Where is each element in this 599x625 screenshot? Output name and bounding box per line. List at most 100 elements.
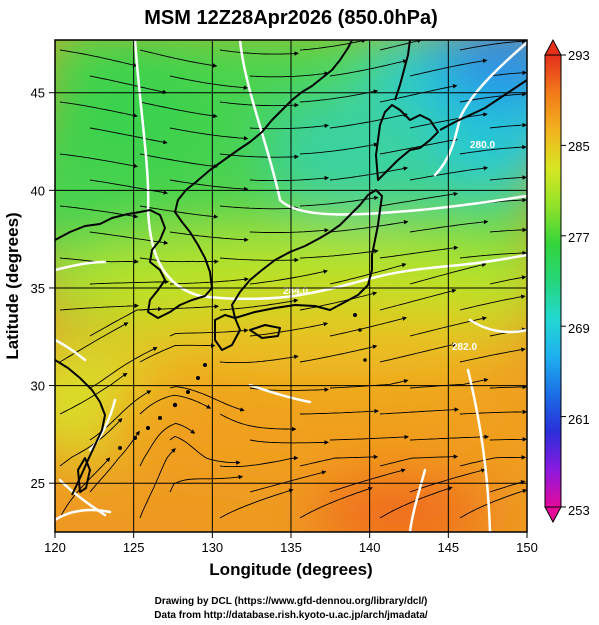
colorbar-arrow-down-icon [544, 506, 562, 524]
streamline-arrow-icon [249, 321, 329, 337]
streamline-arrow-icon [59, 322, 129, 363]
x-tick-label: 150 [516, 540, 538, 555]
streamline-arrow-icon [169, 179, 249, 192]
streamline-arrow-icon [89, 75, 168, 95]
colorbar-label: 277 [568, 230, 590, 245]
streamline-arrow-icon [89, 279, 170, 285]
streamline-arrow-icon [489, 437, 527, 442]
streamline-arrow-icon [219, 49, 299, 56]
streamline-arrow-icon [329, 59, 408, 77]
streamline-arrow-icon [139, 422, 196, 467]
streamline-arrow-icon [139, 205, 219, 219]
contour-label: 284.0 [283, 286, 308, 297]
streamline-arrow-icon [459, 294, 526, 311]
footer-credit: Drawing by DCL (https://www.gfd-dennou.o… [155, 596, 428, 607]
footer-source: Data from http://database.rish.kyoto-u.a… [154, 610, 428, 621]
temperature-field [55, 40, 527, 532]
streamline-arrow-icon [219, 455, 299, 468]
streamline-arrow-icon [249, 71, 329, 78]
streamline-arrow-icon [299, 40, 367, 51]
streamline-arrow-icon [299, 291, 378, 311]
colorbar-label: 269 [568, 321, 590, 336]
streamline-arrow-icon [219, 257, 300, 263]
streamline-arrow-icon [329, 316, 407, 337]
streamline-arrow-icon [489, 384, 527, 390]
streamline-arrow-icon [300, 408, 380, 415]
streamline-arrow-icon [139, 448, 176, 519]
streamline-arrow-icon [329, 112, 408, 129]
streamline-arrow-icon [139, 343, 216, 363]
streamline-arrow-icon [59, 303, 140, 311]
contour-line [363, 253, 527, 282]
streamline-arrow-icon [169, 436, 241, 465]
streamline-arrow-icon [409, 468, 486, 493]
coastline-kyushu [214, 314, 241, 351]
x-tick-label: 135 [280, 540, 302, 555]
streamline-arrow-icon [249, 269, 328, 285]
contour-line [55, 508, 112, 522]
streamline-arrow-icon [299, 454, 379, 467]
contour-line [133, 40, 367, 301]
streamline-arrow-icon [489, 275, 527, 285]
colorbar-label: 293 [568, 48, 590, 63]
temperature-contours [55, 40, 527, 532]
streamline-arrow-icon [299, 344, 378, 363]
streamline-arrow-icon [379, 137, 458, 155]
contour-line [466, 368, 492, 532]
streamline-arrow-icon [329, 468, 406, 493]
streamline-arrow-icon [489, 70, 527, 77]
contour-line [88, 398, 117, 452]
streamline-arrow-icon [299, 89, 379, 103]
streamline-arrow-icon [299, 142, 379, 155]
streamline-arrow-icon [459, 144, 527, 155]
coastline-taiwan [77, 457, 91, 493]
streamline-arrow-icon [219, 205, 300, 211]
coastline-russia [195, 40, 353, 183]
streamline-arrow-icon [379, 245, 459, 259]
colorbar-body [544, 54, 562, 508]
streamline-arrow-icon [219, 354, 299, 364]
contour-label: 280.0 [470, 140, 495, 151]
streamline-arrow-icon [89, 430, 140, 493]
coastline-honshu [231, 189, 383, 319]
streamline-arrow-icon [299, 486, 373, 519]
streamline-arrow-icon [379, 454, 459, 467]
streamline-arrow-icon [59, 101, 138, 118]
streamline-arrow-icon [219, 413, 297, 432]
contour-line [248, 383, 312, 404]
map-title: MSM 12Z28Apr2026 (850.0hPa) [144, 7, 437, 29]
streamline-arrow-icon [59, 417, 123, 467]
streamline-arrow-icon [139, 101, 218, 119]
streamline-arrow-icon [299, 249, 379, 259]
coastline-china-south [55, 359, 106, 496]
contour-line [238, 40, 527, 216]
x-axis-ticks: 120 125 130 135 140 145 150 [44, 532, 538, 555]
y-tick-label: 45 [31, 86, 45, 101]
streamline-arrow-icon [379, 191, 459, 207]
streamline-arrow-icon [169, 277, 249, 285]
colorbar: 293 285 277 269 261 253 [544, 38, 590, 524]
streamline-arrow-icon [169, 328, 249, 337]
streamline-arrow-icon [89, 231, 169, 245]
streamline-arrow-icon [459, 40, 527, 51]
streamline-arrow-icon [379, 288, 457, 311]
x-axis-label: Longitude (degrees) [209, 560, 372, 579]
streamline-arrow-icon [329, 262, 407, 285]
streamline-arrow-icon [89, 347, 158, 389]
streamline-arrow-icon [139, 394, 212, 415]
streamline-arrow-icon [489, 122, 527, 129]
streamline-arrow-icon [139, 257, 219, 264]
contour-line [55, 338, 87, 362]
coastline-shikoku [249, 324, 281, 339]
streamline-arrow-icon [219, 488, 294, 519]
coastline-china-korea [55, 181, 213, 319]
colorbar-label: 261 [568, 412, 590, 427]
contour-labels: 284.0 280.0 282.0 [283, 140, 495, 353]
streamline-arrow-icon [169, 474, 244, 493]
y-tick-label: 40 [31, 183, 45, 198]
x-tick-label: 120 [44, 540, 66, 555]
x-tick-label: 125 [123, 540, 145, 555]
streamline-arrow-icon [409, 434, 490, 441]
streamline-arrow-icon [379, 407, 460, 415]
colorbar-label: 253 [568, 503, 590, 518]
